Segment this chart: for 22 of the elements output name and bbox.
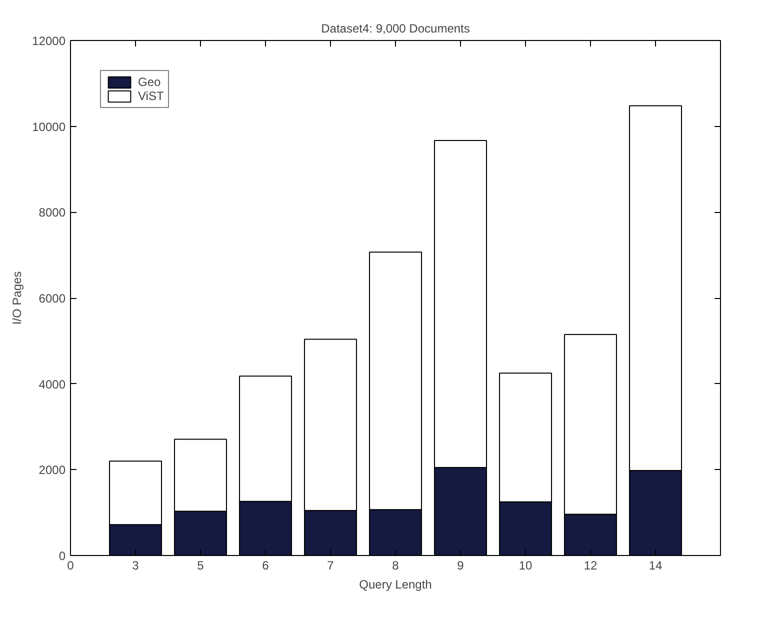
x-tick-label: 12: [584, 558, 598, 572]
y-axis-title: I/O Pages: [10, 271, 24, 325]
y-tick-label: 6000: [38, 292, 66, 306]
legend-label: ViST: [138, 89, 164, 103]
chart-title: Dataset4: 9,000 Documents: [321, 22, 470, 36]
x-tick-label: 10: [518, 558, 532, 572]
y-tick-label: 4000: [38, 377, 66, 392]
x-tick-label: 8: [392, 558, 400, 572]
x-tick-label: 3: [132, 558, 140, 572]
x-tick-label: 5: [197, 558, 204, 572]
x-tick-label: 9: [457, 558, 464, 572]
x-tick-label: 14: [648, 558, 662, 572]
y-tick-label: 10000: [32, 120, 66, 134]
x-tick-label: 6: [262, 558, 270, 572]
x-axis-title: Query Length: [359, 578, 432, 592]
y-tick-label: 12000: [32, 34, 66, 48]
y-tick-label: 8000: [38, 206, 66, 220]
y-tick-label: 2000: [38, 463, 66, 478]
text: 0: [67, 558, 74, 572]
legend-label: Geo: [138, 75, 161, 89]
y-tick-label: 0: [58, 549, 66, 563]
x-tick-label: 7: [327, 558, 334, 572]
